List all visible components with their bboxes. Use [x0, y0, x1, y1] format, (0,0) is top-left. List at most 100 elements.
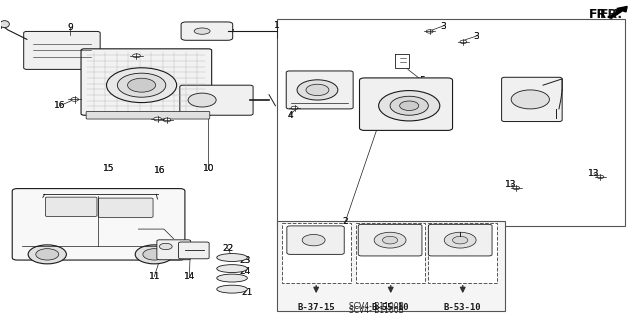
- Bar: [276, 19, 625, 226]
- Text: 22: 22: [222, 243, 233, 253]
- Bar: [356, 223, 425, 283]
- Circle shape: [426, 30, 433, 33]
- Circle shape: [399, 101, 419, 110]
- Text: 13: 13: [588, 169, 600, 178]
- Circle shape: [159, 243, 172, 250]
- Text: 22: 22: [222, 243, 233, 253]
- Circle shape: [135, 245, 173, 264]
- Text: 13: 13: [588, 169, 600, 178]
- Text: B-55-10: B-55-10: [372, 303, 410, 312]
- Bar: [282, 223, 351, 283]
- Text: 2: 2: [342, 217, 348, 226]
- Text: 4: 4: [287, 111, 293, 120]
- Text: 15: 15: [102, 165, 114, 174]
- Text: 12: 12: [550, 104, 561, 113]
- Circle shape: [28, 245, 67, 264]
- Ellipse shape: [0, 21, 10, 28]
- Text: SCV4- B1100B: SCV4- B1100B: [349, 306, 403, 315]
- FancyBboxPatch shape: [428, 224, 492, 256]
- Circle shape: [444, 232, 476, 248]
- Bar: [428, 223, 497, 283]
- FancyBboxPatch shape: [24, 32, 100, 69]
- Text: 21: 21: [242, 288, 253, 297]
- FancyBboxPatch shape: [286, 71, 353, 109]
- FancyBboxPatch shape: [287, 226, 344, 254]
- FancyBboxPatch shape: [157, 240, 191, 260]
- Ellipse shape: [217, 274, 247, 282]
- Text: 9: 9: [67, 23, 73, 32]
- Text: 16: 16: [154, 166, 165, 175]
- Circle shape: [306, 84, 329, 96]
- Text: 5: 5: [419, 76, 425, 85]
- Text: 11: 11: [148, 272, 160, 281]
- Text: 13: 13: [506, 180, 517, 189]
- Text: 7: 7: [311, 79, 317, 88]
- FancyBboxPatch shape: [181, 22, 233, 40]
- FancyBboxPatch shape: [360, 78, 452, 130]
- Text: 21: 21: [242, 288, 253, 297]
- Text: 24: 24: [239, 267, 250, 276]
- Circle shape: [452, 236, 468, 244]
- Circle shape: [513, 186, 520, 190]
- Text: 23: 23: [239, 256, 250, 264]
- Circle shape: [597, 175, 604, 179]
- Circle shape: [302, 234, 325, 246]
- Circle shape: [36, 249, 59, 260]
- Text: 17: 17: [224, 28, 236, 38]
- Text: 13: 13: [506, 180, 517, 189]
- Circle shape: [460, 40, 467, 44]
- Circle shape: [297, 80, 338, 100]
- Text: 3: 3: [440, 22, 446, 31]
- Text: 24: 24: [239, 267, 250, 276]
- FancyBboxPatch shape: [358, 224, 422, 256]
- Text: FR.: FR.: [589, 8, 612, 21]
- Text: 5: 5: [419, 76, 425, 85]
- Text: 3: 3: [473, 32, 479, 41]
- Circle shape: [117, 73, 166, 97]
- Text: 9: 9: [67, 23, 73, 32]
- FancyBboxPatch shape: [81, 49, 212, 115]
- Circle shape: [374, 232, 406, 248]
- Circle shape: [143, 249, 166, 260]
- Text: 8: 8: [175, 52, 181, 61]
- Text: FR.: FR.: [600, 8, 623, 20]
- Circle shape: [106, 68, 177, 103]
- Text: 12: 12: [550, 104, 561, 113]
- Text: 1: 1: [274, 21, 280, 30]
- Text: 3: 3: [473, 32, 479, 41]
- Text: SCV4- B1100B: SCV4- B1100B: [349, 302, 403, 311]
- Ellipse shape: [217, 265, 247, 272]
- Circle shape: [132, 54, 140, 58]
- Text: B-37-15: B-37-15: [298, 303, 335, 312]
- Text: 11: 11: [148, 272, 160, 281]
- Text: 4: 4: [287, 111, 293, 120]
- Circle shape: [291, 106, 298, 110]
- FancyArrow shape: [609, 6, 627, 18]
- Bar: [276, 221, 505, 311]
- Text: 16: 16: [154, 166, 165, 175]
- Circle shape: [390, 96, 428, 115]
- Text: 2: 2: [342, 217, 348, 226]
- Text: 16: 16: [54, 101, 66, 110]
- FancyBboxPatch shape: [179, 242, 209, 259]
- Ellipse shape: [217, 254, 247, 262]
- Text: 14: 14: [184, 272, 195, 281]
- Text: 7: 7: [311, 79, 317, 88]
- Text: B-53-10: B-53-10: [444, 303, 481, 312]
- Text: 8: 8: [175, 52, 181, 61]
- Text: 15: 15: [131, 52, 143, 61]
- Text: 16: 16: [54, 101, 66, 110]
- FancyBboxPatch shape: [99, 198, 153, 217]
- Text: 10: 10: [203, 165, 214, 174]
- Text: 15: 15: [131, 52, 143, 61]
- Circle shape: [511, 90, 549, 109]
- Circle shape: [163, 118, 171, 122]
- Circle shape: [379, 91, 440, 121]
- FancyBboxPatch shape: [180, 85, 253, 115]
- Text: 14: 14: [184, 272, 195, 281]
- Circle shape: [71, 98, 79, 101]
- FancyBboxPatch shape: [12, 189, 185, 260]
- Text: 17: 17: [224, 28, 236, 38]
- Text: 23: 23: [239, 256, 250, 264]
- Circle shape: [383, 236, 397, 244]
